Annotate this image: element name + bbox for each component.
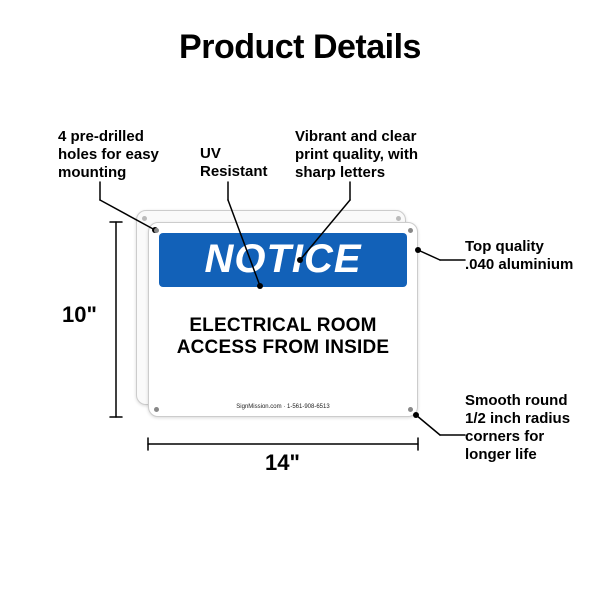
callout-holes: 4 pre-drilledholes for easymounting bbox=[58, 128, 198, 182]
mounting-hole bbox=[408, 228, 413, 233]
callout-aluminium: Top quality.040 aluminium bbox=[465, 238, 595, 274]
sign-body: ELECTRICAL ROOM ACCESS FROM INSIDE bbox=[149, 287, 417, 359]
notice-header-band: NOTICE bbox=[159, 233, 407, 287]
sign-footer: SignMission.com · 1-561-908-6513 bbox=[149, 404, 417, 410]
mounting-hole bbox=[142, 216, 147, 221]
mounting-hole bbox=[154, 228, 159, 233]
notice-header-text: NOTICE bbox=[159, 239, 407, 279]
callout-uv: UVResistant bbox=[200, 145, 290, 181]
mounting-hole bbox=[408, 407, 413, 412]
sign-front: NOTICE ELECTRICAL ROOM ACCESS FROM INSID… bbox=[148, 222, 418, 417]
dimension-width: 14" bbox=[265, 450, 300, 476]
callout-print: Vibrant and clearprint quality, withshar… bbox=[295, 128, 455, 182]
callout-corners: Smooth round1/2 inch radiuscorners forlo… bbox=[465, 392, 595, 464]
mounting-hole bbox=[154, 407, 159, 412]
diagram-canvas: 4 pre-drilledholes for easymounting UVRe… bbox=[0, 0, 600, 600]
sign-body-line2: ACCESS FROM INSIDE bbox=[159, 337, 407, 359]
mounting-hole bbox=[396, 216, 401, 221]
dimension-height: 10" bbox=[62, 302, 97, 328]
sign-body-line1: ELECTRICAL ROOM bbox=[159, 315, 407, 337]
